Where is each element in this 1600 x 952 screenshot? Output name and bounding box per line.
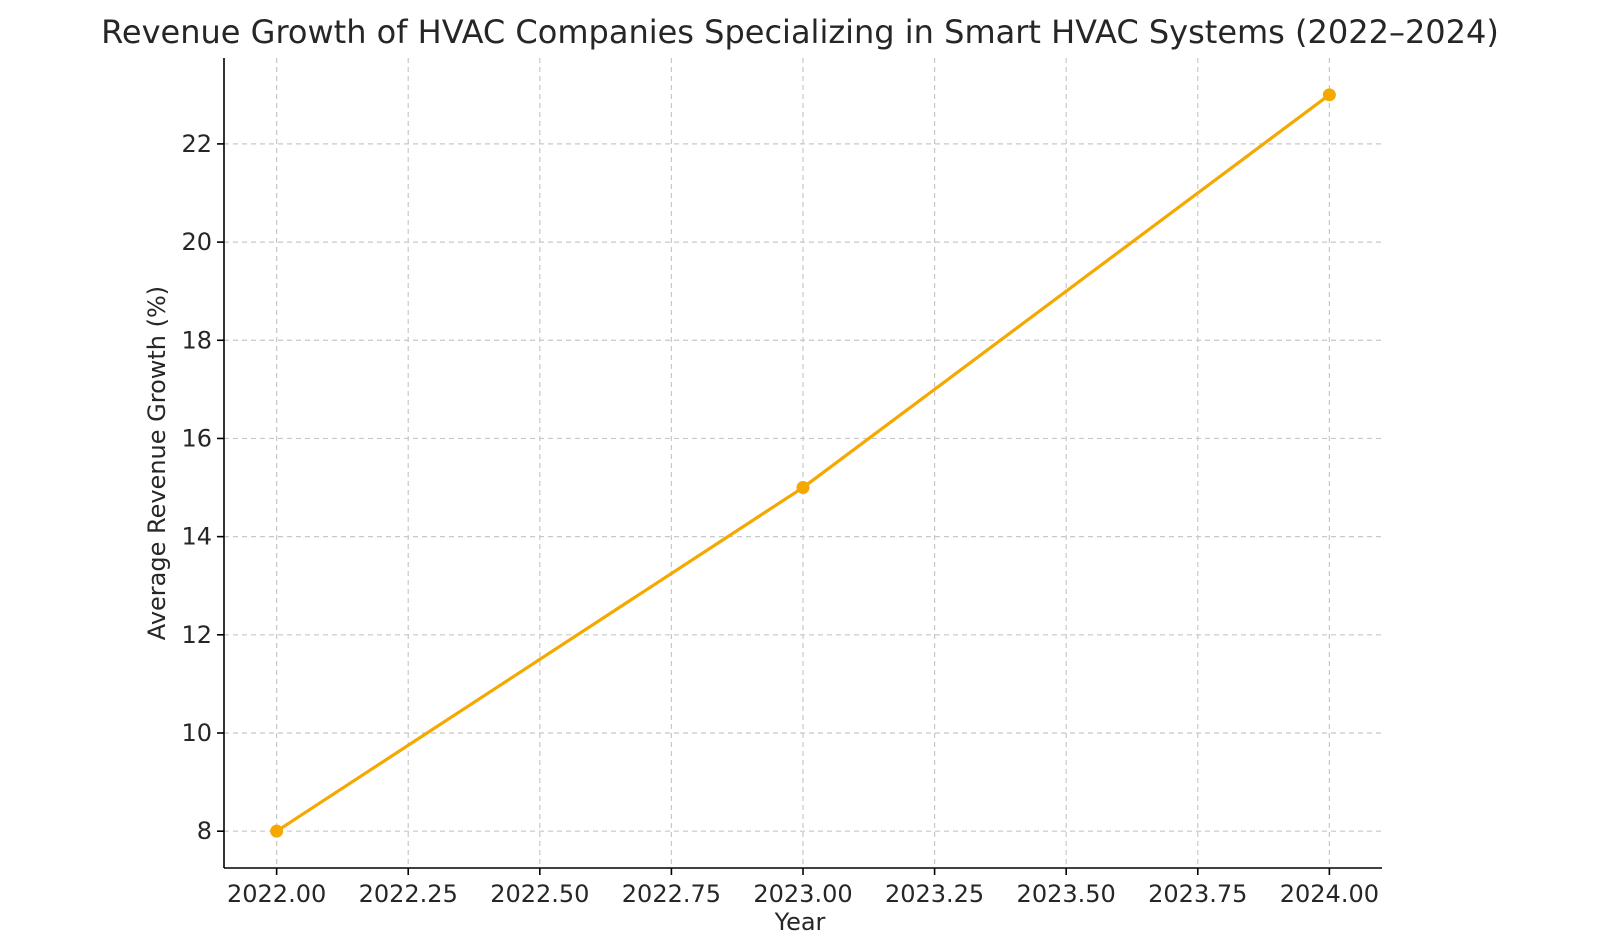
data-point: [796, 481, 810, 495]
x-tick-label: 2022.50: [490, 880, 589, 908]
x-tick-label: 2023.50: [1017, 880, 1116, 908]
y-tick-label: 18: [181, 326, 212, 354]
data-point: [270, 824, 284, 838]
series-layer: [270, 88, 1336, 838]
x-tick-label: 2023.75: [1148, 880, 1247, 908]
y-tick-label: 20: [181, 228, 212, 256]
x-tick-label: 2022.25: [359, 880, 458, 908]
x-axis-ticks: 2022.00 2022.25 2022.50 2022.75 2023.00 2023.…: [227, 868, 1379, 908]
y-axis-ticks: 8 10 12 14 16 18 20 22: [181, 130, 224, 845]
y-tick-label: 8: [197, 817, 212, 845]
x-tick-label: 2024.00: [1280, 880, 1379, 908]
x-tick-label: 2023.00: [753, 880, 852, 908]
grid: [224, 58, 1382, 868]
y-tick-label: 14: [181, 523, 212, 551]
chart-title: Revenue Growth of HVAC Companies Special…: [101, 13, 1499, 51]
y-axis-label: Average Revenue Growth (%): [143, 286, 171, 640]
x-tick-label: 2022.00: [227, 880, 326, 908]
y-tick-label: 22: [181, 130, 212, 158]
x-tick-label: 2022.75: [622, 880, 721, 908]
data-point: [1322, 88, 1336, 102]
x-axis-label: Year: [774, 908, 826, 936]
y-tick-label: 16: [181, 424, 212, 452]
y-tick-label: 12: [181, 621, 212, 649]
y-tick-label: 10: [181, 719, 212, 747]
x-tick-label: 2023.25: [885, 880, 984, 908]
